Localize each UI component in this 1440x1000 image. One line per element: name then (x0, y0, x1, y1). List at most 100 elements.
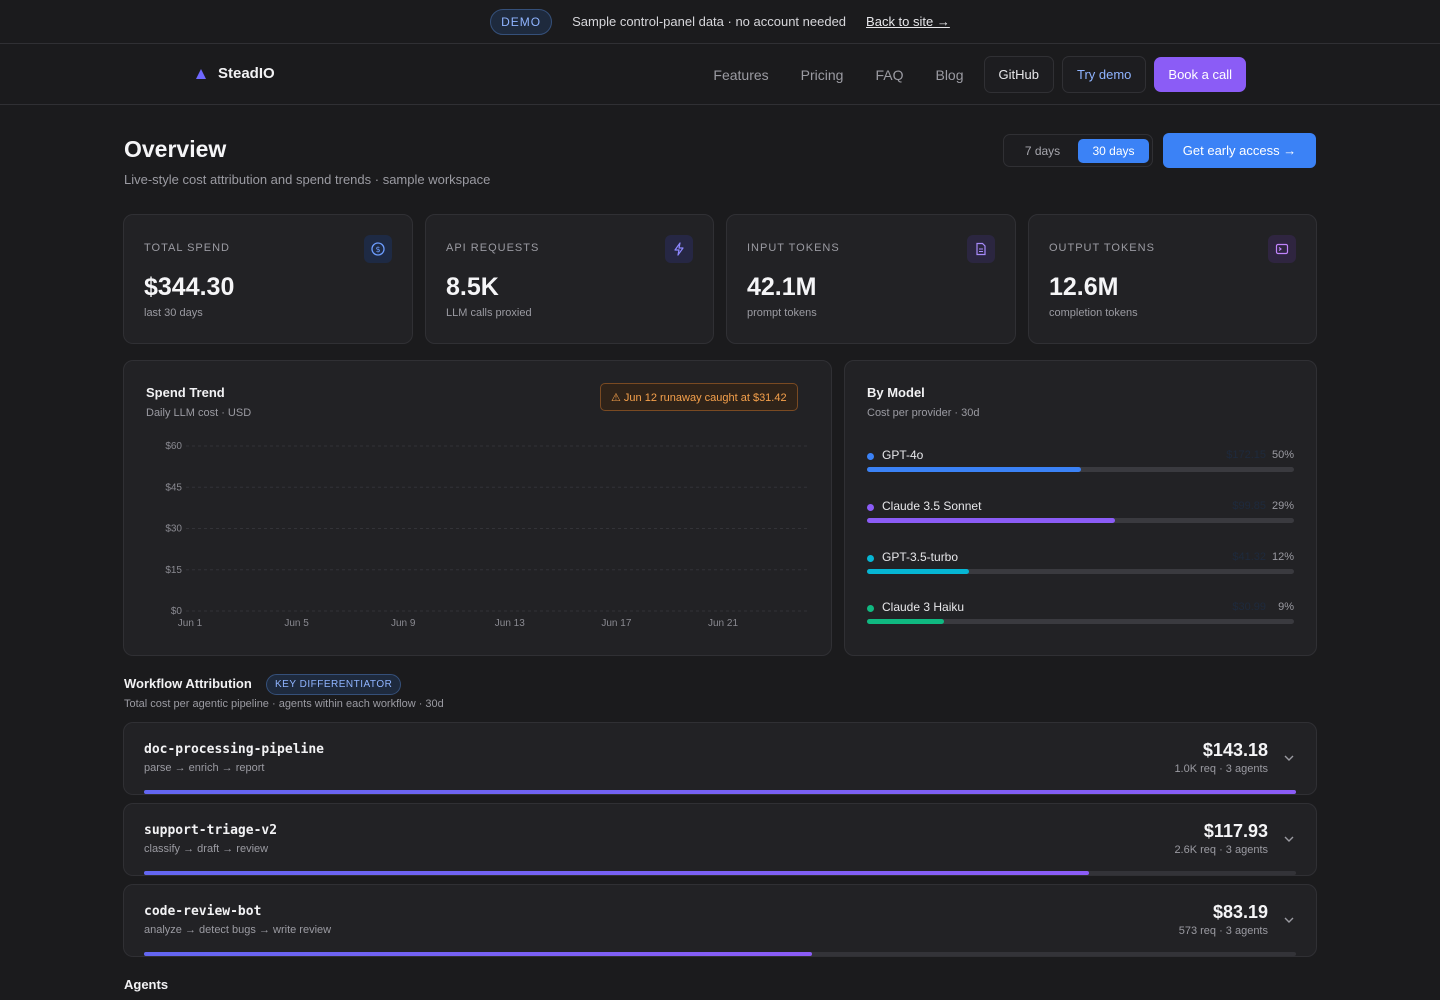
github-button[interactable]: GitHub (983, 56, 1054, 93)
model-row: Claude 3.5 Sonnet $99.85 29% (867, 499, 1294, 539)
model-name: GPT-4o (882, 448, 924, 462)
chevron-down-icon[interactable] (1282, 751, 1296, 765)
stat-label: INPUT TOKENS (747, 242, 840, 254)
model-cost: $41.32 (1232, 551, 1266, 563)
spend-trend-subtitle: Daily LLM cost · USD (146, 407, 252, 419)
workflow-attribution-subtitle: Total cost per agentic pipeline · agents… (124, 698, 444, 710)
spend-trend-title: Spend Trend (146, 385, 225, 400)
demo-banner: DEMO Sample control-panel data · no acco… (0, 0, 1440, 44)
book-call-button[interactable]: Book a call (1154, 57, 1246, 92)
by-model-panel: By Model Cost per provider · 30d GPT-4o … (844, 360, 1317, 656)
workflow-steps: classify → draft → review (144, 843, 269, 855)
stat-value: 8.5K (446, 273, 499, 301)
workflow-cost: $143.18 (1202, 740, 1268, 760)
back-to-site-link[interactable]: Back to site → (866, 14, 950, 29)
page-subtitle: Live-style cost attribution and spend tr… (124, 172, 491, 187)
model-share-fill (867, 619, 944, 624)
workflow-row-support-triage-v2[interactable]: support-triage-v2 classify → draft → rev… (123, 803, 1317, 876)
stat-value: 12.6M (1049, 273, 1119, 301)
model-share-bar (867, 518, 1294, 523)
nav-link-blog[interactable]: Blog (935, 66, 964, 83)
workflow-meta: 573 req · 3 agents (1178, 925, 1268, 937)
brand[interactable]: SteadIO (196, 65, 275, 82)
workflow-cost-fill (144, 952, 813, 956)
model-name: Claude 3 Haiku (882, 600, 965, 614)
workflow-steps: analyze → detect bugs → write review (144, 924, 332, 936)
model-row: GPT-3.5-turbo $41.32 12% (867, 550, 1294, 590)
page-title: Overview (124, 136, 227, 162)
model-name: Claude 3.5 Sonnet (882, 499, 982, 513)
stat-sub: LLM calls proxied (446, 307, 532, 319)
x-tick-label: Jun 5 (284, 618, 309, 629)
x-tick-label: Jun 21 (708, 618, 738, 629)
demo-badge: DEMO (490, 8, 553, 35)
svg-text:$: $ (375, 245, 380, 254)
chevron-down-icon[interactable] (1282, 913, 1296, 927)
y-tick-label: $15 (165, 565, 182, 576)
stat-value: $344.30 (144, 273, 235, 301)
workflow-cost-fill (144, 790, 1296, 794)
try-demo-button[interactable]: Try demo (1061, 56, 1147, 93)
range-7-days[interactable]: 7 days (1024, 143, 1061, 158)
y-tick-label: $60 (165, 441, 182, 452)
chevron-down-icon[interactable] (1282, 832, 1296, 846)
model-color-dot (867, 504, 874, 511)
model-cost: $30.99 (1232, 601, 1266, 613)
model-percent: 12% (1271, 551, 1294, 563)
range-toggle: 7 days 30 days (1003, 134, 1153, 167)
workflow-row-code-review-bot[interactable]: code-review-bot analyze → detect bugs → … (123, 884, 1317, 957)
workflow-cost-bar (144, 871, 1296, 875)
model-row: Claude 3 Haiku $30.99 9% (867, 600, 1294, 640)
nav-link-features[interactable]: Features (713, 66, 769, 83)
model-color-dot (867, 605, 874, 612)
bolt-icon (665, 235, 693, 263)
workflow-steps: parse → enrich → report (144, 762, 265, 774)
workflow-attribution-title: Workflow Attribution (124, 676, 252, 691)
nav-links: Features Pricing FAQ Blog GitHub Try dem… (701, 56, 1246, 93)
brand-name: SteadIO (218, 65, 275, 82)
by-model-subtitle: Cost per provider · 30d (867, 407, 980, 419)
model-share-fill (867, 569, 970, 574)
document-icon (967, 235, 995, 263)
workflow-meta: 2.6K req · 3 agents (1174, 844, 1268, 856)
key-differentiator-badge: KEY DIFFERENTIATOR (266, 674, 402, 695)
model-share-bar (867, 569, 1294, 574)
stat-sub: prompt tokens (747, 307, 817, 319)
stat-card-input-tokens: INPUT TOKENS 42.1M prompt tokens (726, 214, 1016, 344)
x-tick-label: Jun 9 (391, 618, 416, 629)
workflow-cost: $117.93 (1203, 821, 1268, 841)
get-early-access-button[interactable]: Get early access → (1163, 133, 1316, 168)
workflow-cost-bar (144, 790, 1296, 794)
runaway-alert-badge[interactable]: ⚠ Jun 12 runaway caught at $31.42 (600, 383, 798, 411)
y-tick-label: $0 (171, 606, 183, 617)
model-cost: $99.85 (1232, 500, 1266, 512)
agents-section-title: Agents (124, 977, 169, 992)
spend-trend-chart: $0 $15 $30 $45 $60 Jun 1 Jun 5 Jun 9 Jun 13 Jun 1… (165, 441, 807, 629)
stat-sub: completion tokens (1049, 307, 1138, 319)
model-color-dot (867, 555, 874, 562)
by-model-title: By Model (867, 385, 925, 400)
model-share-bar (867, 467, 1294, 472)
banner-text: Sample control-panel data · no account n… (572, 14, 847, 29)
workflow-name: doc-processing-pipeline (144, 742, 325, 757)
workflow-cost: $83.19 (1212, 902, 1268, 922)
nav-link-faq[interactable]: FAQ (875, 66, 904, 83)
model-percent: 29% (1271, 500, 1294, 512)
nav-link-pricing[interactable]: Pricing (800, 66, 844, 83)
stat-card-total-spend: TOTAL SPEND $ $344.30 last 30 days (123, 214, 413, 344)
y-tick-label: $30 (165, 524, 182, 535)
model-color-dot (867, 453, 874, 460)
stat-card-output-tokens: OUTPUT TOKENS 12.6M completion tokens (1028, 214, 1317, 344)
y-tick-label: $45 (165, 482, 182, 493)
range-30-days[interactable]: 30 days (1078, 138, 1149, 163)
workflow-name: code-review-bot (144, 904, 262, 919)
terminal-icon (1268, 235, 1296, 263)
model-name: GPT-3.5-turbo (882, 550, 959, 564)
workflow-name: support-triage-v2 (144, 823, 278, 838)
dollar-icon: $ (364, 235, 392, 263)
model-share-fill (867, 518, 1115, 523)
top-nav: SteadIO Features Pricing FAQ Blog GitHub… (0, 44, 1440, 105)
workflow-row-doc-processing-pipeline[interactable]: doc-processing-pipeline parse → enrich →… (123, 722, 1317, 795)
model-percent: 9% (1278, 601, 1294, 613)
stat-label: OUTPUT TOKENS (1049, 242, 1155, 254)
